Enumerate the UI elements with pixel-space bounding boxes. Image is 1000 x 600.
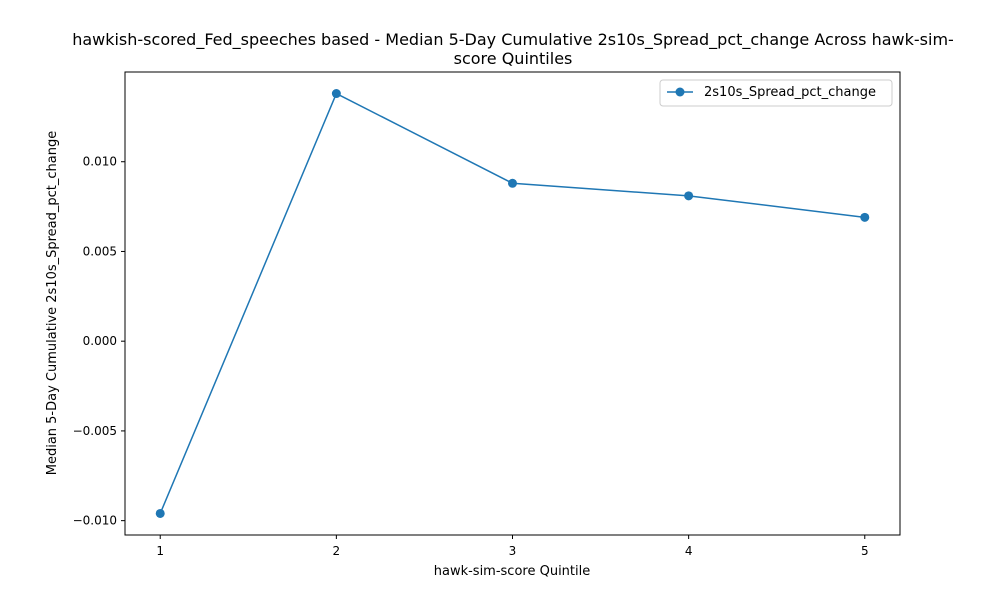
data-point	[860, 212, 870, 222]
y-axis-label: Median 5-Day Cumulative 2s10s_Spread_pct…	[45, 131, 60, 476]
legend-box	[659, 79, 893, 107]
chart-title-line-1: hawkish-scored_Fed_speeches based - Medi…	[72, 30, 954, 50]
y-tick-label: 0.000	[83, 334, 117, 348]
x-tick-label: 1	[156, 544, 164, 558]
y-tick-label: −0.005	[73, 424, 117, 438]
x-tick-label: 2	[333, 544, 341, 558]
y-tick-label: 0.005	[83, 244, 117, 258]
plot-area-frame	[124, 71, 901, 536]
legend: 2s10s_Spread_pct_change	[659, 79, 893, 107]
x-tick-label: 5	[861, 544, 869, 558]
legend-entry-label: 2s10s_Spread_pct_change	[704, 85, 876, 100]
data-point	[155, 508, 165, 518]
series-line	[159, 92, 865, 514]
y-axis: −0.010 −0.005 0.000 0.005 0.010	[73, 155, 125, 528]
x-axis-label: hawk-sim-score Quintile	[434, 564, 591, 579]
legend-marker-swatch	[675, 87, 685, 97]
data-point	[331, 89, 341, 99]
series-group	[155, 89, 870, 518]
data-point	[684, 191, 694, 201]
x-tick-label: 4	[685, 544, 693, 558]
y-tick-label: −0.010	[73, 514, 117, 528]
chart-title: hawkish-scored_Fed_speeches based - Medi…	[72, 30, 954, 68]
chart-title-line-2: score Quintiles	[454, 49, 573, 68]
data-point	[508, 178, 517, 188]
x-axis: 1 2 3 4 5	[156, 535, 869, 558]
y-tick-label: 0.010	[83, 155, 117, 169]
x-tick-label: 3	[509, 544, 517, 558]
